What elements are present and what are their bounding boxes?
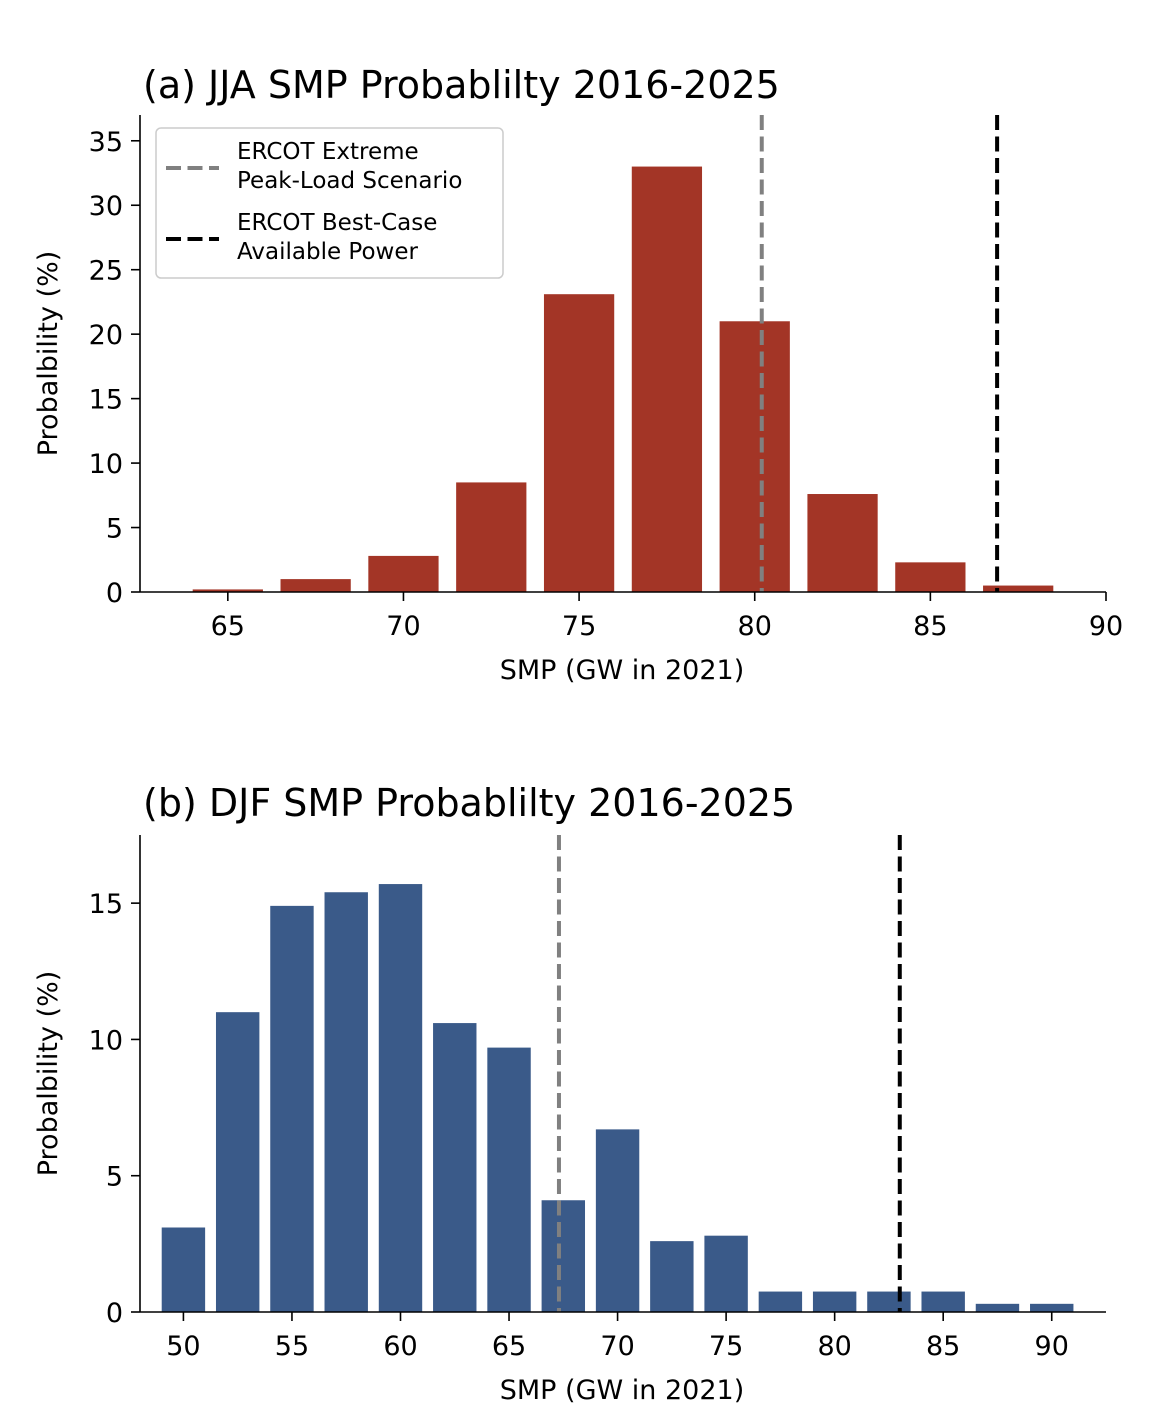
x-axis-label: SMP (GW in 2021) (500, 1375, 744, 1406)
bar-10 (704, 1235, 748, 1312)
bar-6 (719, 321, 790, 592)
x-axis-label: SMP (GW in 2021) (500, 655, 744, 686)
legend: ERCOT Extreme Peak-Load Scenario ERCOT Bes… (155, 127, 504, 279)
y-tick-label-0: 0 (106, 1298, 123, 1329)
chart-title: (a) JJA SMP Probablilty 2016-2025 (143, 63, 780, 107)
bar-7 (807, 494, 878, 592)
y-tick-label-1: 5 (106, 514, 123, 545)
chart-title: (b) DJF SMP Probablilty 2016-2025 (143, 781, 795, 825)
y-tick-label-7: 35 (89, 127, 123, 158)
y-tick-label-5: 25 (89, 256, 123, 287)
y-axis-label: Probalbility (%) (33, 251, 64, 457)
chart-panel-0: (a) JJA SMP Probablilty 2016-2025 65 70 75 8… (33, 63, 1123, 686)
x-tick-label-0: 65 (211, 611, 245, 642)
x-tick-label-1: 55 (275, 1331, 309, 1362)
bar-7 (541, 1200, 586, 1312)
bar-0 (161, 1227, 206, 1312)
bar-6 (487, 1047, 531, 1312)
x-tick-label-4: 85 (913, 611, 947, 642)
bar-13 (867, 1291, 911, 1312)
x-tick-label-5: 75 (709, 1331, 743, 1362)
x-tick-label-4: 70 (600, 1331, 634, 1362)
bar-8 (595, 1129, 640, 1312)
x-tick-label-8: 90 (1035, 1331, 1069, 1362)
bar-8 (895, 562, 966, 592)
y-tick-label-4: 20 (89, 320, 123, 351)
bar-1 (280, 579, 351, 592)
bar-0 (192, 589, 263, 592)
bar-3 (456, 482, 527, 592)
bar-4 (378, 884, 423, 1312)
legend-label-0: ERCOT Extreme Peak-Load Scenario (237, 139, 462, 194)
bar-5 (631, 166, 703, 592)
bar-14 (921, 1291, 965, 1312)
bar-16 (1030, 1303, 1074, 1312)
bar-12 (812, 1291, 857, 1312)
bar-3 (324, 892, 368, 1312)
bar-9 (983, 585, 1054, 592)
bar-5 (433, 1023, 477, 1312)
bar-4 (543, 294, 615, 592)
x-tick-label-7: 85 (926, 1331, 960, 1362)
y-tick-label-2: 10 (89, 449, 123, 480)
x-tick-label-0: 50 (166, 1331, 200, 1362)
x-tick-label-5: 90 (1089, 611, 1123, 642)
x-tick-label-1: 70 (386, 611, 420, 642)
y-tick-label-0: 0 (106, 578, 123, 609)
bar-15 (975, 1303, 1020, 1312)
legend-box (155, 127, 504, 279)
x-tick-label-3: 65 (492, 1331, 526, 1362)
y-axis-label: Probalbility (%) (33, 971, 64, 1177)
legend-label-1: ERCOT Best-Case Available Power (237, 210, 437, 265)
bar-1 (215, 1012, 260, 1312)
bar-9 (650, 1241, 694, 1312)
y-tick-label-1: 5 (106, 1162, 123, 1193)
x-tick-label-6: 80 (817, 1331, 851, 1362)
y-tick-label-6: 30 (89, 191, 123, 222)
x-tick-label-2: 75 (562, 611, 596, 642)
y-tick-label-2: 10 (89, 1025, 123, 1056)
bar-2 (368, 555, 439, 592)
bar-2 (270, 905, 314, 1312)
x-tick-label-3: 80 (738, 611, 772, 642)
x-tick-label-2: 60 (383, 1331, 417, 1362)
y-tick-label-3: 15 (89, 385, 123, 416)
y-tick-label-3: 15 (89, 889, 123, 920)
bar-11 (758, 1291, 803, 1312)
